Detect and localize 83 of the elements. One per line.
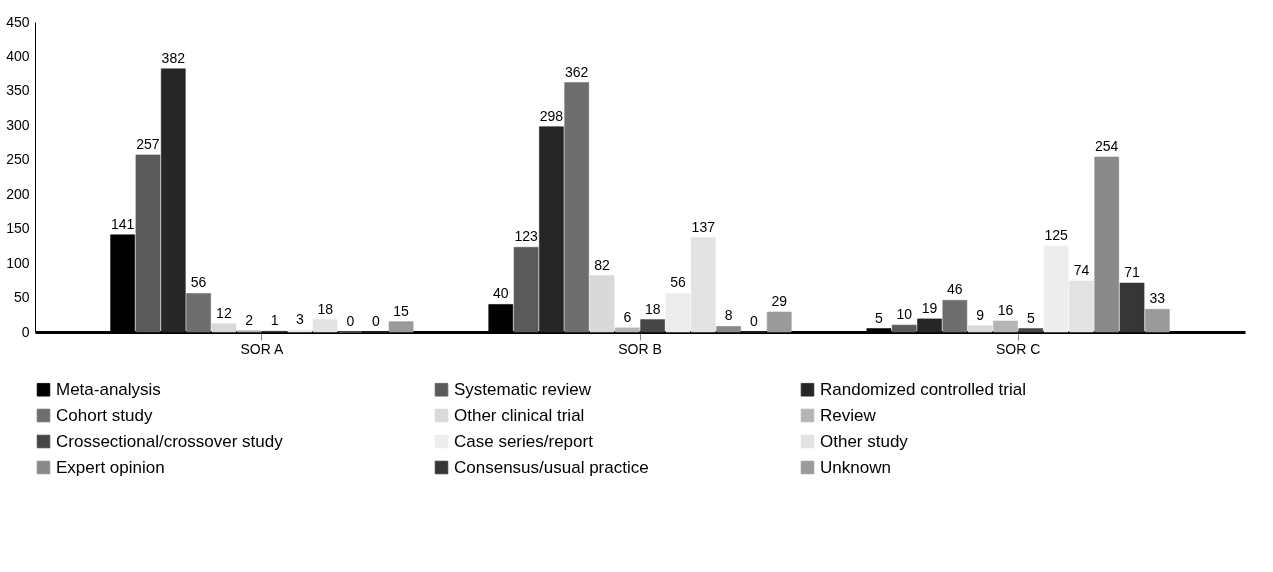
legend-label: Randomized controlled trial (820, 379, 1026, 399)
legend-label: Consensus/usual practice (454, 457, 649, 477)
bar (539, 126, 564, 333)
bar (211, 323, 237, 333)
data-label: 56 (190, 274, 207, 291)
x-tick-label: SOR C (995, 340, 1041, 357)
data-label: 16 (997, 301, 1014, 318)
data-label: 382 (161, 49, 186, 66)
y-tick-label: 0 (21, 323, 30, 340)
data-label: 0 (371, 313, 380, 329)
y-tick-label: 250 (6, 151, 30, 168)
data-label: 46 (947, 281, 963, 298)
data-label: 9 (976, 306, 985, 323)
data-label: 15 (393, 302, 410, 319)
bar (615, 327, 640, 333)
bar (589, 275, 615, 333)
bar (716, 326, 741, 333)
bar (1018, 328, 1044, 333)
data-label: 257 (136, 135, 160, 152)
data-label: 362 (565, 63, 589, 80)
legend-label: Review (820, 405, 877, 425)
data-label: 123 (514, 228, 538, 245)
bar (993, 320, 1018, 333)
y-tick-label: 300 (6, 116, 30, 133)
data-label: 3 (295, 310, 304, 327)
data-label: 8 (724, 307, 733, 324)
y-tick-label: 100 (6, 254, 30, 271)
data-label: 125 (1044, 226, 1068, 243)
data-label: 1 (270, 312, 279, 329)
bar (186, 293, 211, 333)
y-tick-label: 450 (6, 13, 30, 30)
data-label: 254 (1095, 138, 1119, 155)
legend-label: Meta-analysis (56, 379, 161, 399)
bar (1145, 308, 1170, 333)
bar (766, 311, 792, 333)
bar (967, 325, 993, 333)
legend-label: Case series/report (454, 431, 594, 451)
legend-label: Other study (820, 431, 909, 451)
x-tick-label: SOR A (240, 340, 284, 357)
data-label: 82 (594, 256, 611, 273)
y-tick-label: 350 (6, 82, 30, 99)
y-tick-label: 50 (13, 289, 30, 306)
legend-label: Cohort study (56, 405, 153, 425)
data-label: 18 (644, 300, 661, 317)
data-label: 6 (623, 308, 632, 325)
data-label: 2 (245, 311, 254, 328)
data-label: 18 (317, 300, 334, 317)
data-label: 5 (875, 309, 883, 326)
bar (135, 154, 161, 333)
data-label: 71 (1124, 264, 1141, 281)
data-label: 298 (539, 107, 564, 124)
bar (1094, 156, 1120, 333)
data-label: 12 (216, 304, 232, 321)
y-tick-label: 150 (6, 220, 30, 237)
legend-label: Other clinical trial (454, 405, 585, 425)
y-tick-label: 200 (6, 185, 30, 202)
bar (564, 82, 590, 333)
bar (1119, 282, 1145, 333)
bar (160, 68, 186, 333)
data-label: 10 (896, 306, 913, 323)
data-label: 29 (771, 293, 788, 310)
legend-label: Expert opinion (56, 457, 165, 477)
bar (891, 324, 917, 333)
data-label: 56 (670, 274, 686, 291)
legend-label: Systematic review (454, 379, 592, 399)
legend-label: Unknown (820, 457, 891, 477)
x-tick-label: SOR B (618, 340, 662, 357)
bar (513, 246, 539, 333)
bar (942, 300, 968, 333)
legend-label: Crossectional/crossover study (56, 431, 284, 451)
data-label: 74 (1073, 262, 1090, 279)
data-label: 5 (1026, 309, 1035, 326)
data-label: 19 (921, 299, 938, 316)
data-label: 33 (1149, 290, 1166, 307)
data-label: 137 (691, 218, 716, 235)
bar (917, 318, 942, 333)
data-label: 0 (346, 313, 355, 329)
bar (388, 321, 414, 333)
data-label: 141 (110, 215, 135, 232)
data-label: 40 (492, 285, 509, 302)
data-label: 0 (750, 313, 759, 329)
y-tick-label: 400 (6, 47, 30, 64)
bar (640, 319, 665, 333)
